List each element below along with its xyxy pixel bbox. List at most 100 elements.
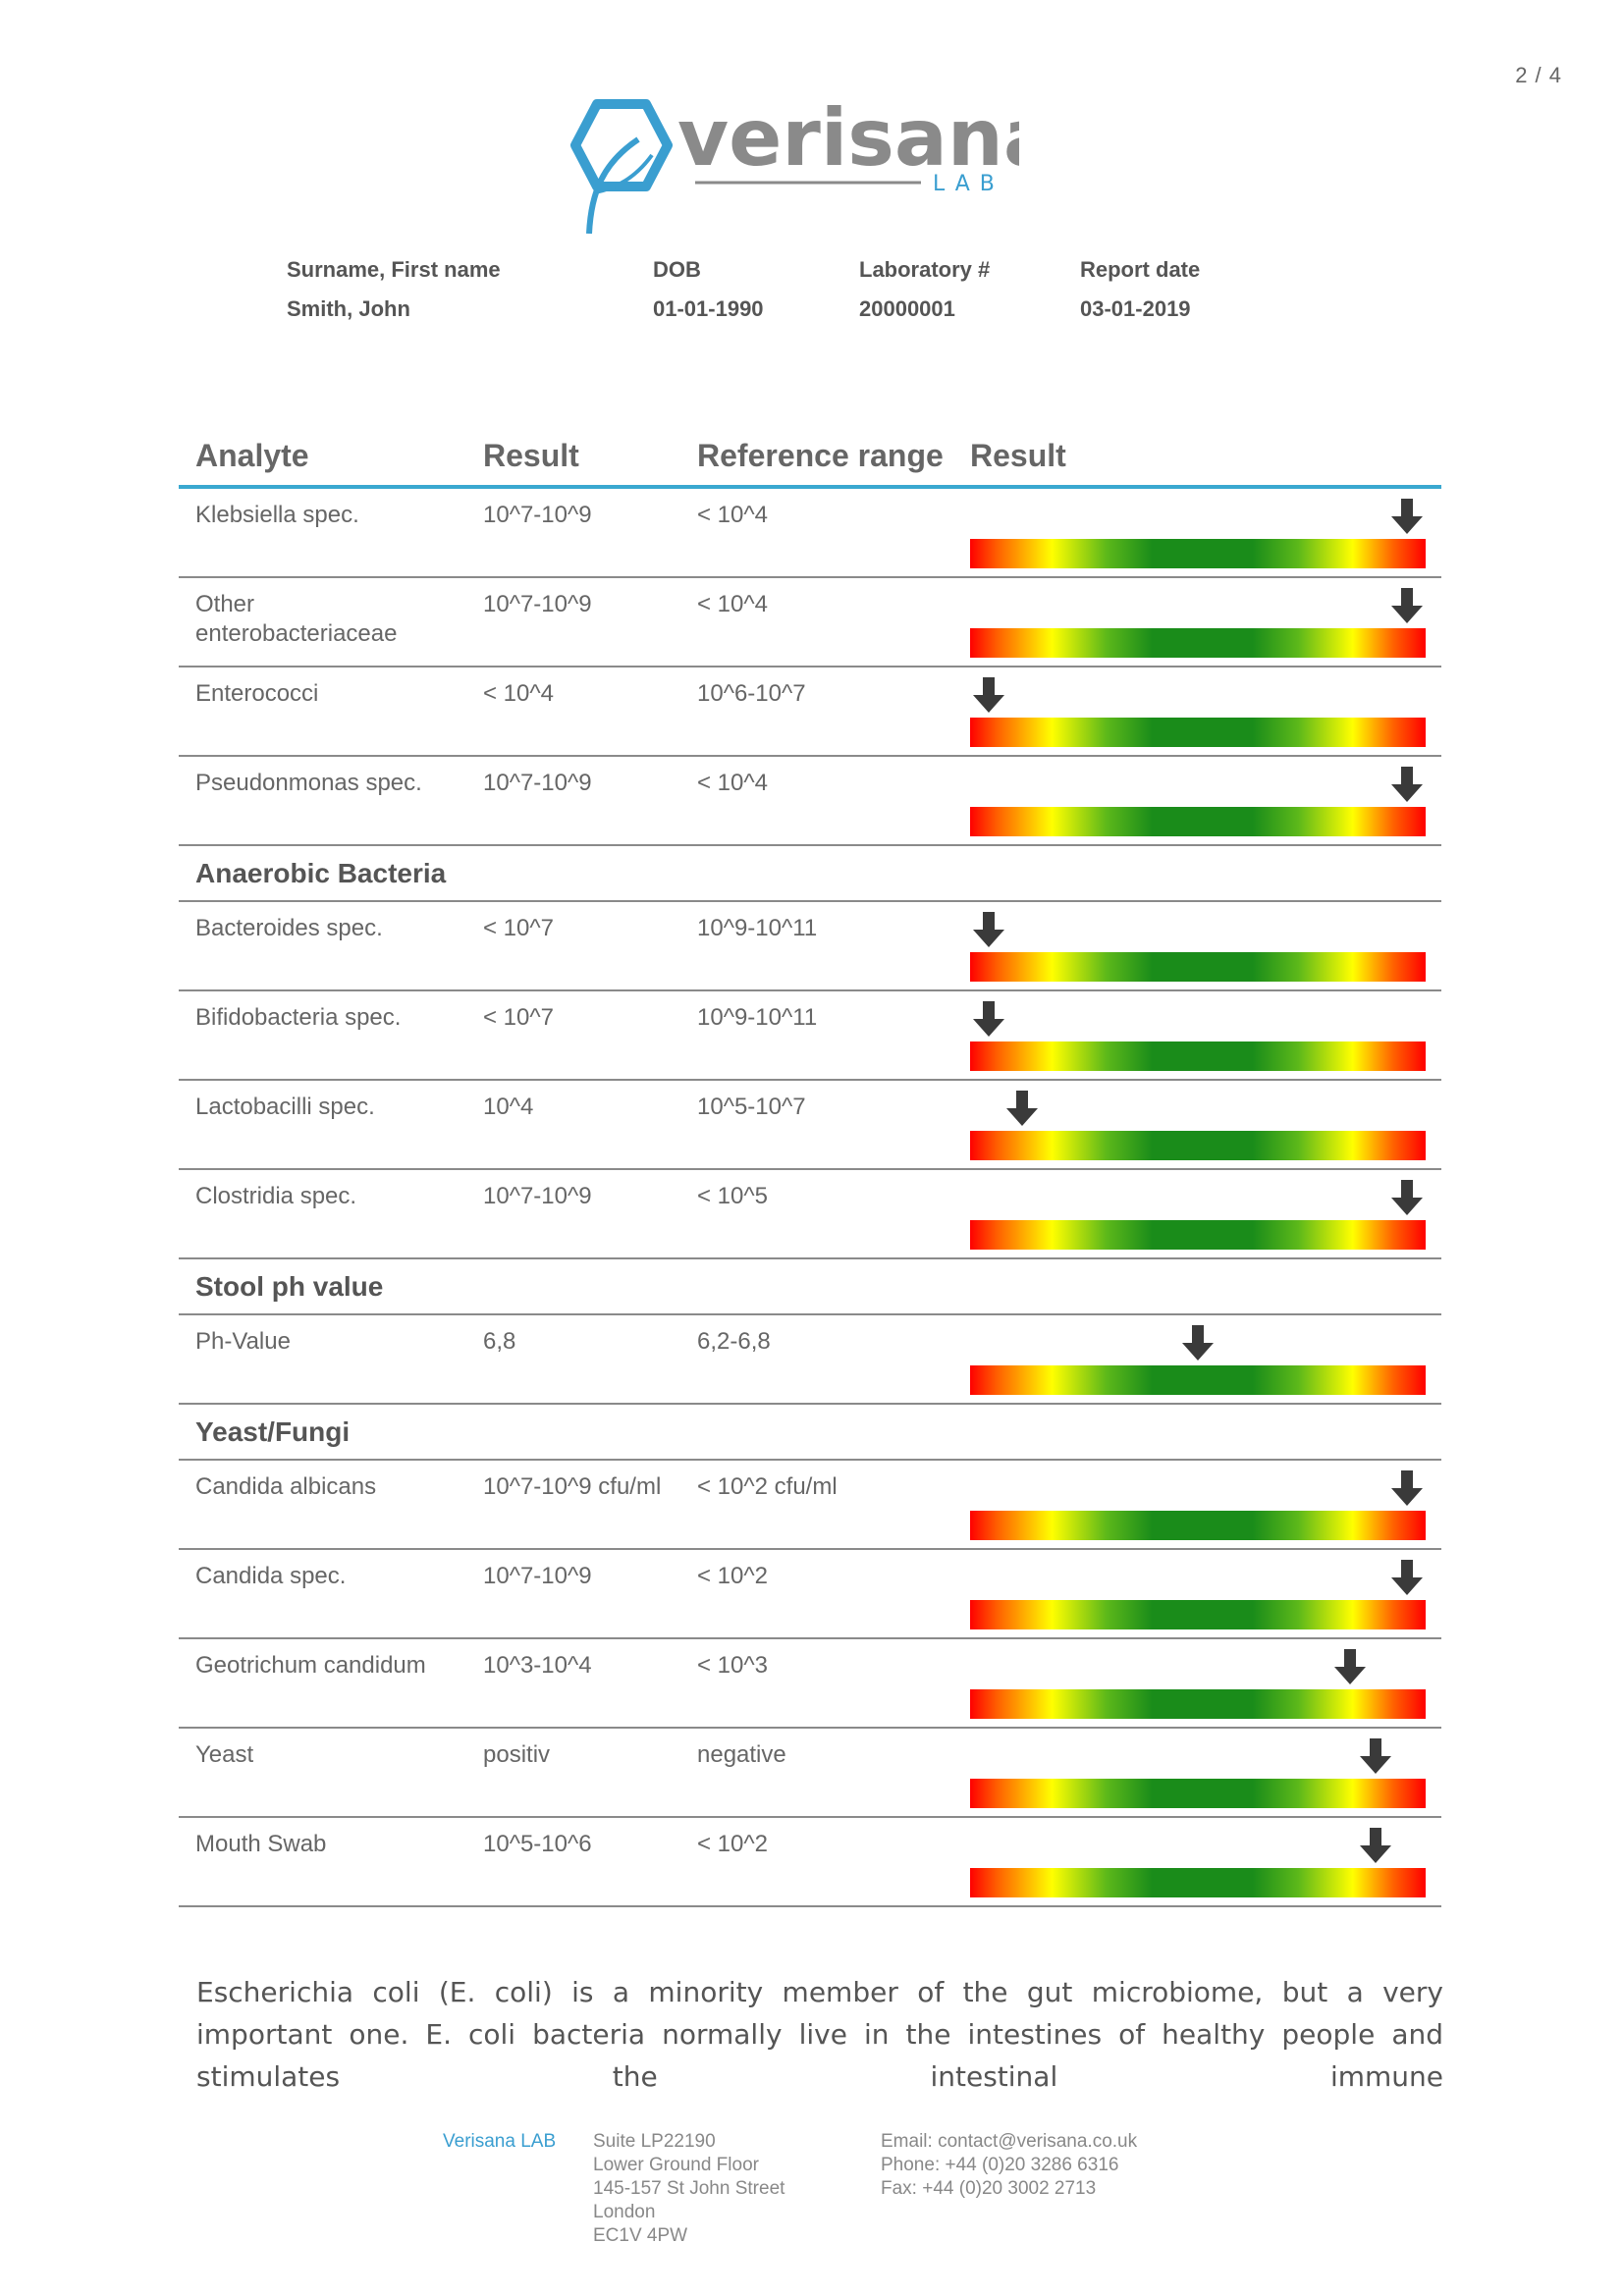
reference-cell: < 10^2 cfu/ml [697,1473,838,1500]
reference-cell: < 10^2 [697,1563,768,1589]
result-gauge [970,1170,1430,1257]
table-row: Mouth Swab 10^5-10^6 < 10^2 [179,1818,1441,1907]
table-row: Lactobacilli spec. 10^4 10^5-10^7 [179,1081,1441,1170]
gauge-bar [970,539,1426,568]
footer-address-line: Suite LP22190 [593,2131,716,2152]
gauge-bar [970,807,1426,836]
analyte-cell: Ph-Value [195,1328,291,1355]
gauge-bar [970,628,1426,658]
footer-brand: Verisana LAB [443,2131,557,2152]
table-row: Candida spec. 10^7-10^9 < 10^2 [179,1550,1441,1639]
gauge-bar [970,1689,1426,1719]
result-gauge [970,757,1430,844]
table-row: Geotrichum candidum 10^3-10^4 < 10^3 [179,1639,1441,1729]
analyte-cell: Pseudonmonas spec. [195,770,422,796]
analyte-cell: Lactobacilli spec. [195,1094,375,1120]
gauge-arrow-icon [1006,1091,1039,1126]
gauge-arrow-icon [972,912,1004,947]
result-cell: 6,8 [483,1328,516,1355]
table-row: Bifidobacteria spec. < 10^7 10^9-10^11 [179,991,1441,1081]
result-cell: 10^7-10^9 [483,1183,592,1209]
gauge-bar [970,1220,1426,1250]
section-header: Yeast/Fungi [179,1405,1441,1461]
header-graph: Result [970,438,1066,473]
result-cell: 10^3-10^4 [483,1652,592,1679]
gauge-bar [970,1600,1426,1629]
result-gauge [970,1081,1430,1168]
result-cell: < 10^4 [483,680,554,707]
label-dob: DOB [653,257,701,282]
value-name: Smith, John [287,296,410,321]
reference-cell: 10^9-10^11 [697,915,818,941]
reference-cell: < 10^4 [697,591,768,617]
gauge-arrow-icon [972,677,1004,713]
gauge-arrow-icon [972,1001,1004,1037]
footer-contact: Email: contact@verisana.co.uk Phone: +44… [881,2130,1137,2201]
result-cell: 10^7-10^9 [483,770,592,796]
value-lab-number: 20000001 [859,296,955,321]
analyte-cell: Geotrichum candidum [195,1652,426,1679]
analyte-cell: Bifidobacteria spec. [195,1004,402,1031]
gauge-bar [970,1365,1426,1395]
result-gauge [970,1818,1430,1905]
analyte-cell: Yeast [195,1741,254,1768]
gauge-arrow-icon [1182,1325,1214,1361]
result-cell: 10^7-10^9 [483,1563,592,1589]
table-row: Ph-Value 6,8 6,2-6,8 [179,1315,1441,1405]
result-gauge [970,667,1430,755]
reference-cell: negative [697,1741,786,1768]
reference-cell: < 10^4 [697,502,768,528]
result-gauge [970,489,1430,576]
table-row: Enterococci < 10^4 10^6-10^7 [179,667,1441,757]
table-row: Candida albicans 10^7-10^9 cfu/ml < 10^2 c… [179,1461,1441,1550]
footer-address-line: EC1V 4PW [593,2225,688,2246]
value-report-date: 03-01-2019 [1080,296,1191,321]
table-row: Clostridia spec. 10^7-10^9 < 10^5 [179,1170,1441,1259]
gauge-arrow-icon [1334,1649,1367,1684]
label-report-date: Report date [1080,257,1201,282]
gauge-bar [970,1868,1426,1897]
table-row: Bacteroides spec. < 10^7 10^9-10^11 [179,902,1441,991]
verisana-logo-graphic: verisana LAB [570,92,1056,235]
section-header: Stool ph value [179,1259,1441,1315]
gauge-arrow-icon [1391,767,1424,802]
result-gauge [970,578,1430,666]
footer-phone: Phone: +44 (0)20 3286 6316 [881,2155,1119,2175]
label-name: Surname, First name [287,257,501,282]
logo-wordmark: verisana [677,94,1019,184]
result-cell: positiv [483,1741,551,1768]
footer-address-line: Lower Ground Floor [593,2155,759,2175]
result-gauge [970,1729,1430,1816]
analyte-cell: Clostridia spec. [195,1183,357,1209]
result-gauge [970,1315,1430,1403]
result-gauge [970,991,1430,1079]
gauge-bar [970,1041,1426,1071]
analyte-cell: Bacteroides spec. [195,915,383,941]
table-row: Yeast positiv negative [179,1729,1441,1818]
table-header: Analyte Result Reference range Result [179,424,1441,489]
table-body: Klebsiella spec. 10^7-10^9 < 10^4 Other ent… [179,489,1441,1907]
reference-cell: 10^5-10^7 [697,1094,806,1120]
analyte-cell: Candida spec. [195,1563,347,1589]
logo-sub: LAB [933,172,1004,196]
gauge-bar [970,1779,1426,1808]
footer-address: Suite LP22190 Lower Ground Floor 145-157… [593,2130,784,2248]
gauge-bar [970,1131,1426,1160]
section-title: Anaerobic Bacteria [195,858,447,888]
header-reference: Reference range [697,438,944,473]
description-paragraph: Escherichia coli (E. coli) is a minority… [196,1976,1443,2093]
reference-cell: < 10^4 [697,770,768,796]
section-header: Anaerobic Bacteria [179,846,1441,902]
footer-email: Email: contact@verisana.co.uk [881,2131,1138,2152]
header-analyte: Analyte [195,438,309,473]
gauge-bar [970,952,1426,982]
result-gauge [970,1639,1430,1727]
reference-cell: < 10^5 [697,1183,768,1209]
table-row: Klebsiella spec. 10^7-10^9 < 10^4 [179,489,1441,578]
page-number: 2 / 4 [1515,63,1562,87]
result-gauge [970,1550,1430,1637]
result-cell: 10^5-10^6 [483,1831,592,1857]
analyte-cell: Candida albicans [195,1473,377,1500]
reference-cell: < 10^2 [697,1831,768,1857]
value-dob: 01-01-1990 [653,296,764,321]
